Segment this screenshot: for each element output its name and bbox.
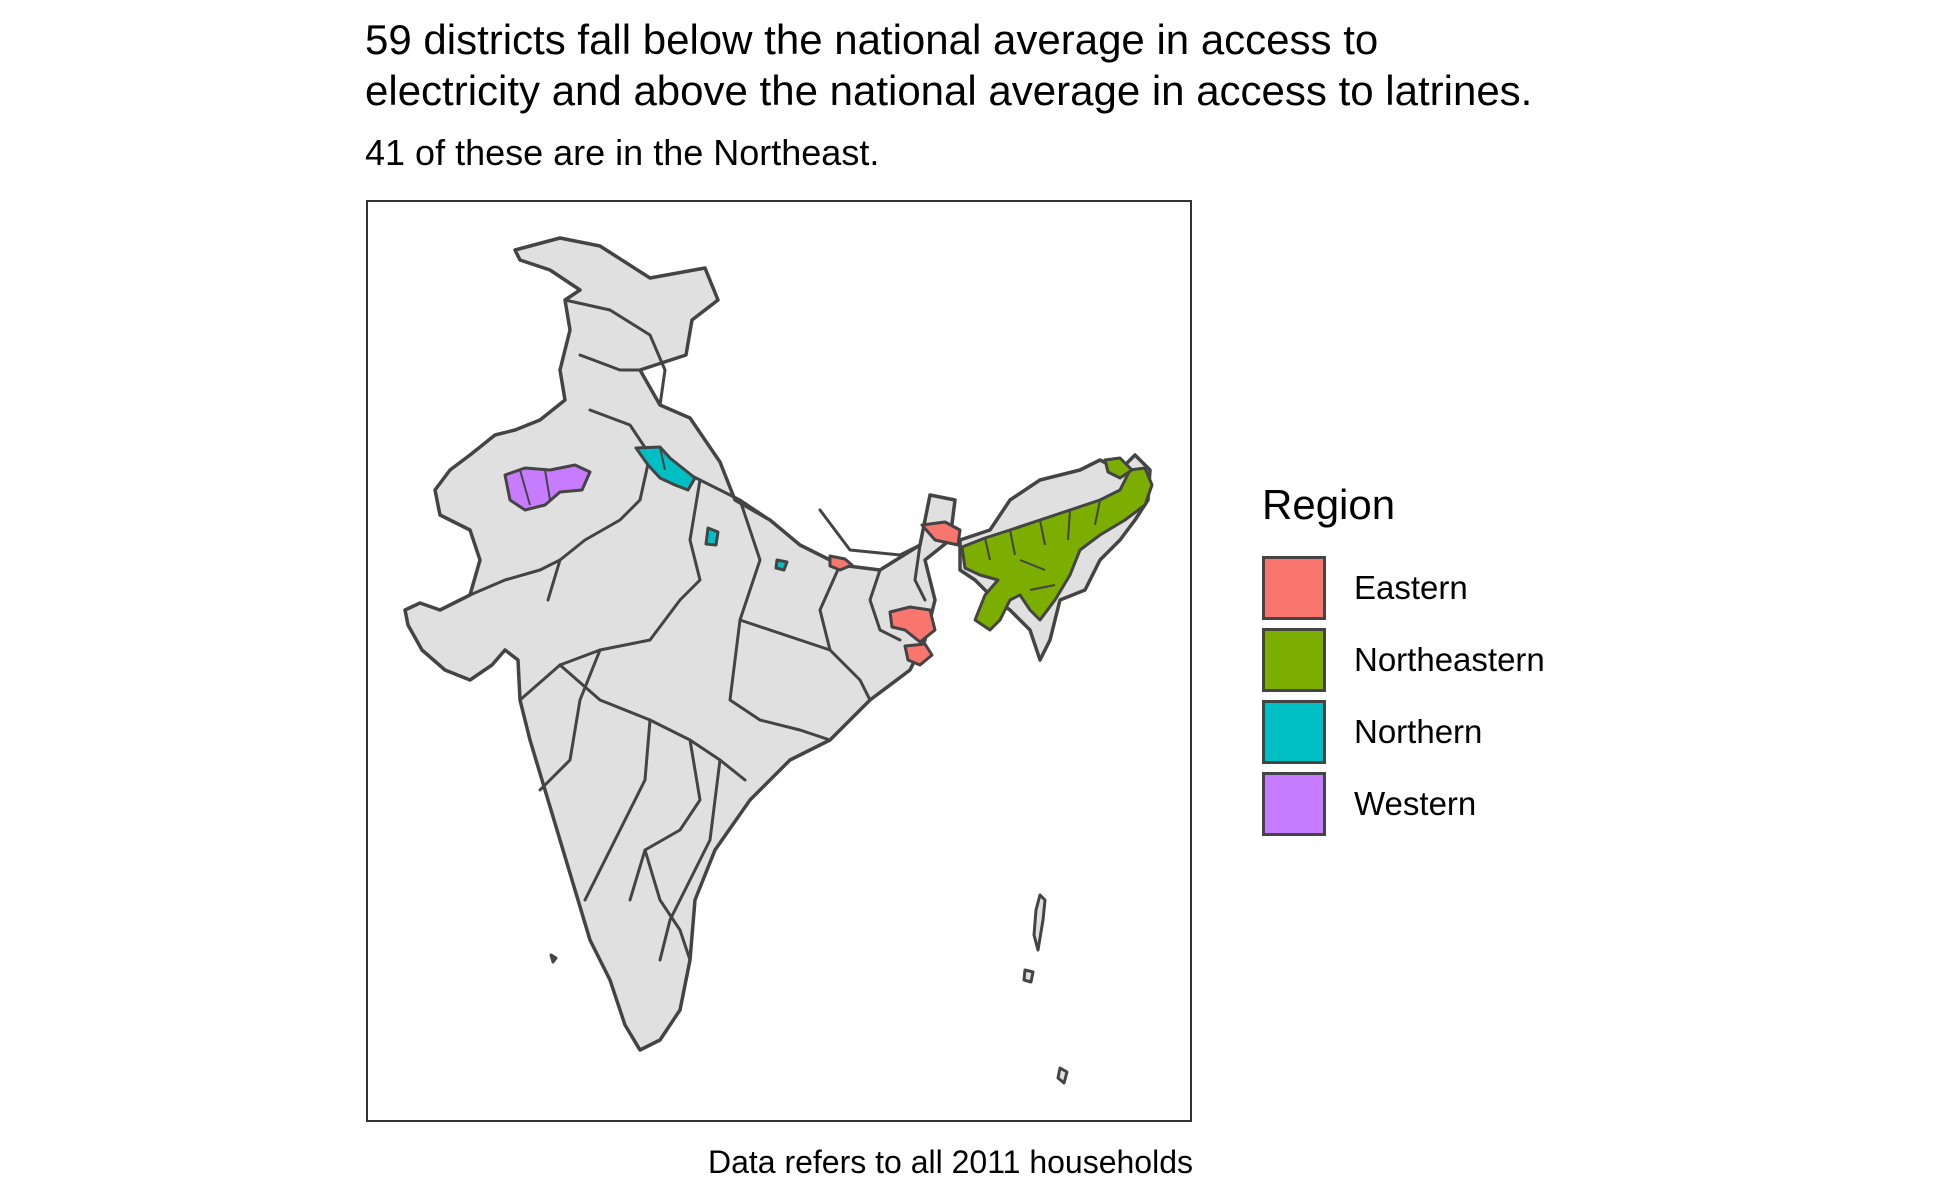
eastern-district-4: [903, 642, 934, 667]
legend-key-western: [1262, 772, 1326, 836]
legend-title: Region: [1262, 481, 1396, 528]
eastern-districts: [920, 520, 962, 547]
legend-key-eastern: [1262, 556, 1326, 620]
andaman-islands-shape: [1032, 893, 1047, 952]
northern-district-3: [774, 558, 789, 572]
chart-subtitle: 41 of these are in the Northeast.: [365, 132, 880, 173]
northeastern-districts: [960, 466, 1154, 632]
nicobar-south-shape: [1056, 1066, 1069, 1085]
eastern-district-2: [828, 554, 854, 572]
district-border-detail: [519, 446, 1101, 591]
legend-item-northern: Northern: [1262, 696, 1662, 768]
legend-label-northern: Northern: [1354, 713, 1483, 750]
legend-item-eastern: Eastern: [1262, 552, 1662, 624]
eastern-district-3: [888, 605, 937, 644]
legend-key-northern: [1262, 700, 1326, 764]
northern-district-2: [704, 526, 720, 547]
chart-caption: Data refers to all 2011 households: [707, 1144, 1193, 1180]
legend-label-northeastern: Northeastern: [1354, 641, 1545, 678]
chart-title: 59 districts fall below the national ave…: [365, 16, 1533, 114]
legend-label-eastern: Eastern: [1354, 569, 1468, 606]
legend-item-western: Western: [1262, 768, 1662, 840]
legend: Region Eastern Northeastern Northern Wes…: [1262, 480, 1662, 840]
highlighted-districts: [503, 445, 1154, 667]
legend-item-northeastern: Northeastern: [1262, 624, 1662, 696]
lakshadweep-shape: [549, 953, 558, 964]
nicobar-island-shape: [1022, 968, 1035, 984]
northeastern-district-2: [1103, 456, 1134, 480]
legend-key-northeastern: [1262, 628, 1326, 692]
legend-label-western: Western: [1354, 785, 1477, 822]
